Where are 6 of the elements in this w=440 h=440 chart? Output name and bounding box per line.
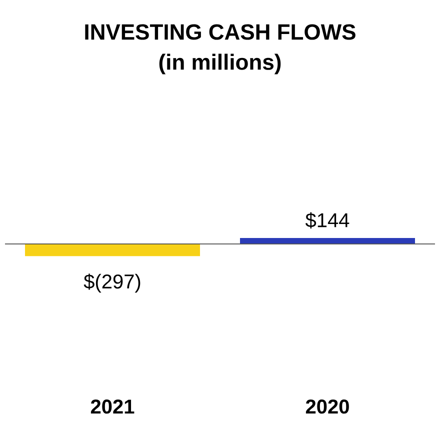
x-tick-label: 2020 xyxy=(306,400,349,414)
x-tick-label: 2021 xyxy=(90,400,134,414)
chart-subtitle: (in millions) xyxy=(159,54,281,74)
chart-title: INVESTING CASH FLOWS xyxy=(85,24,356,40)
data-label: $144 xyxy=(305,212,350,228)
data-label: $(297) xyxy=(84,274,140,293)
